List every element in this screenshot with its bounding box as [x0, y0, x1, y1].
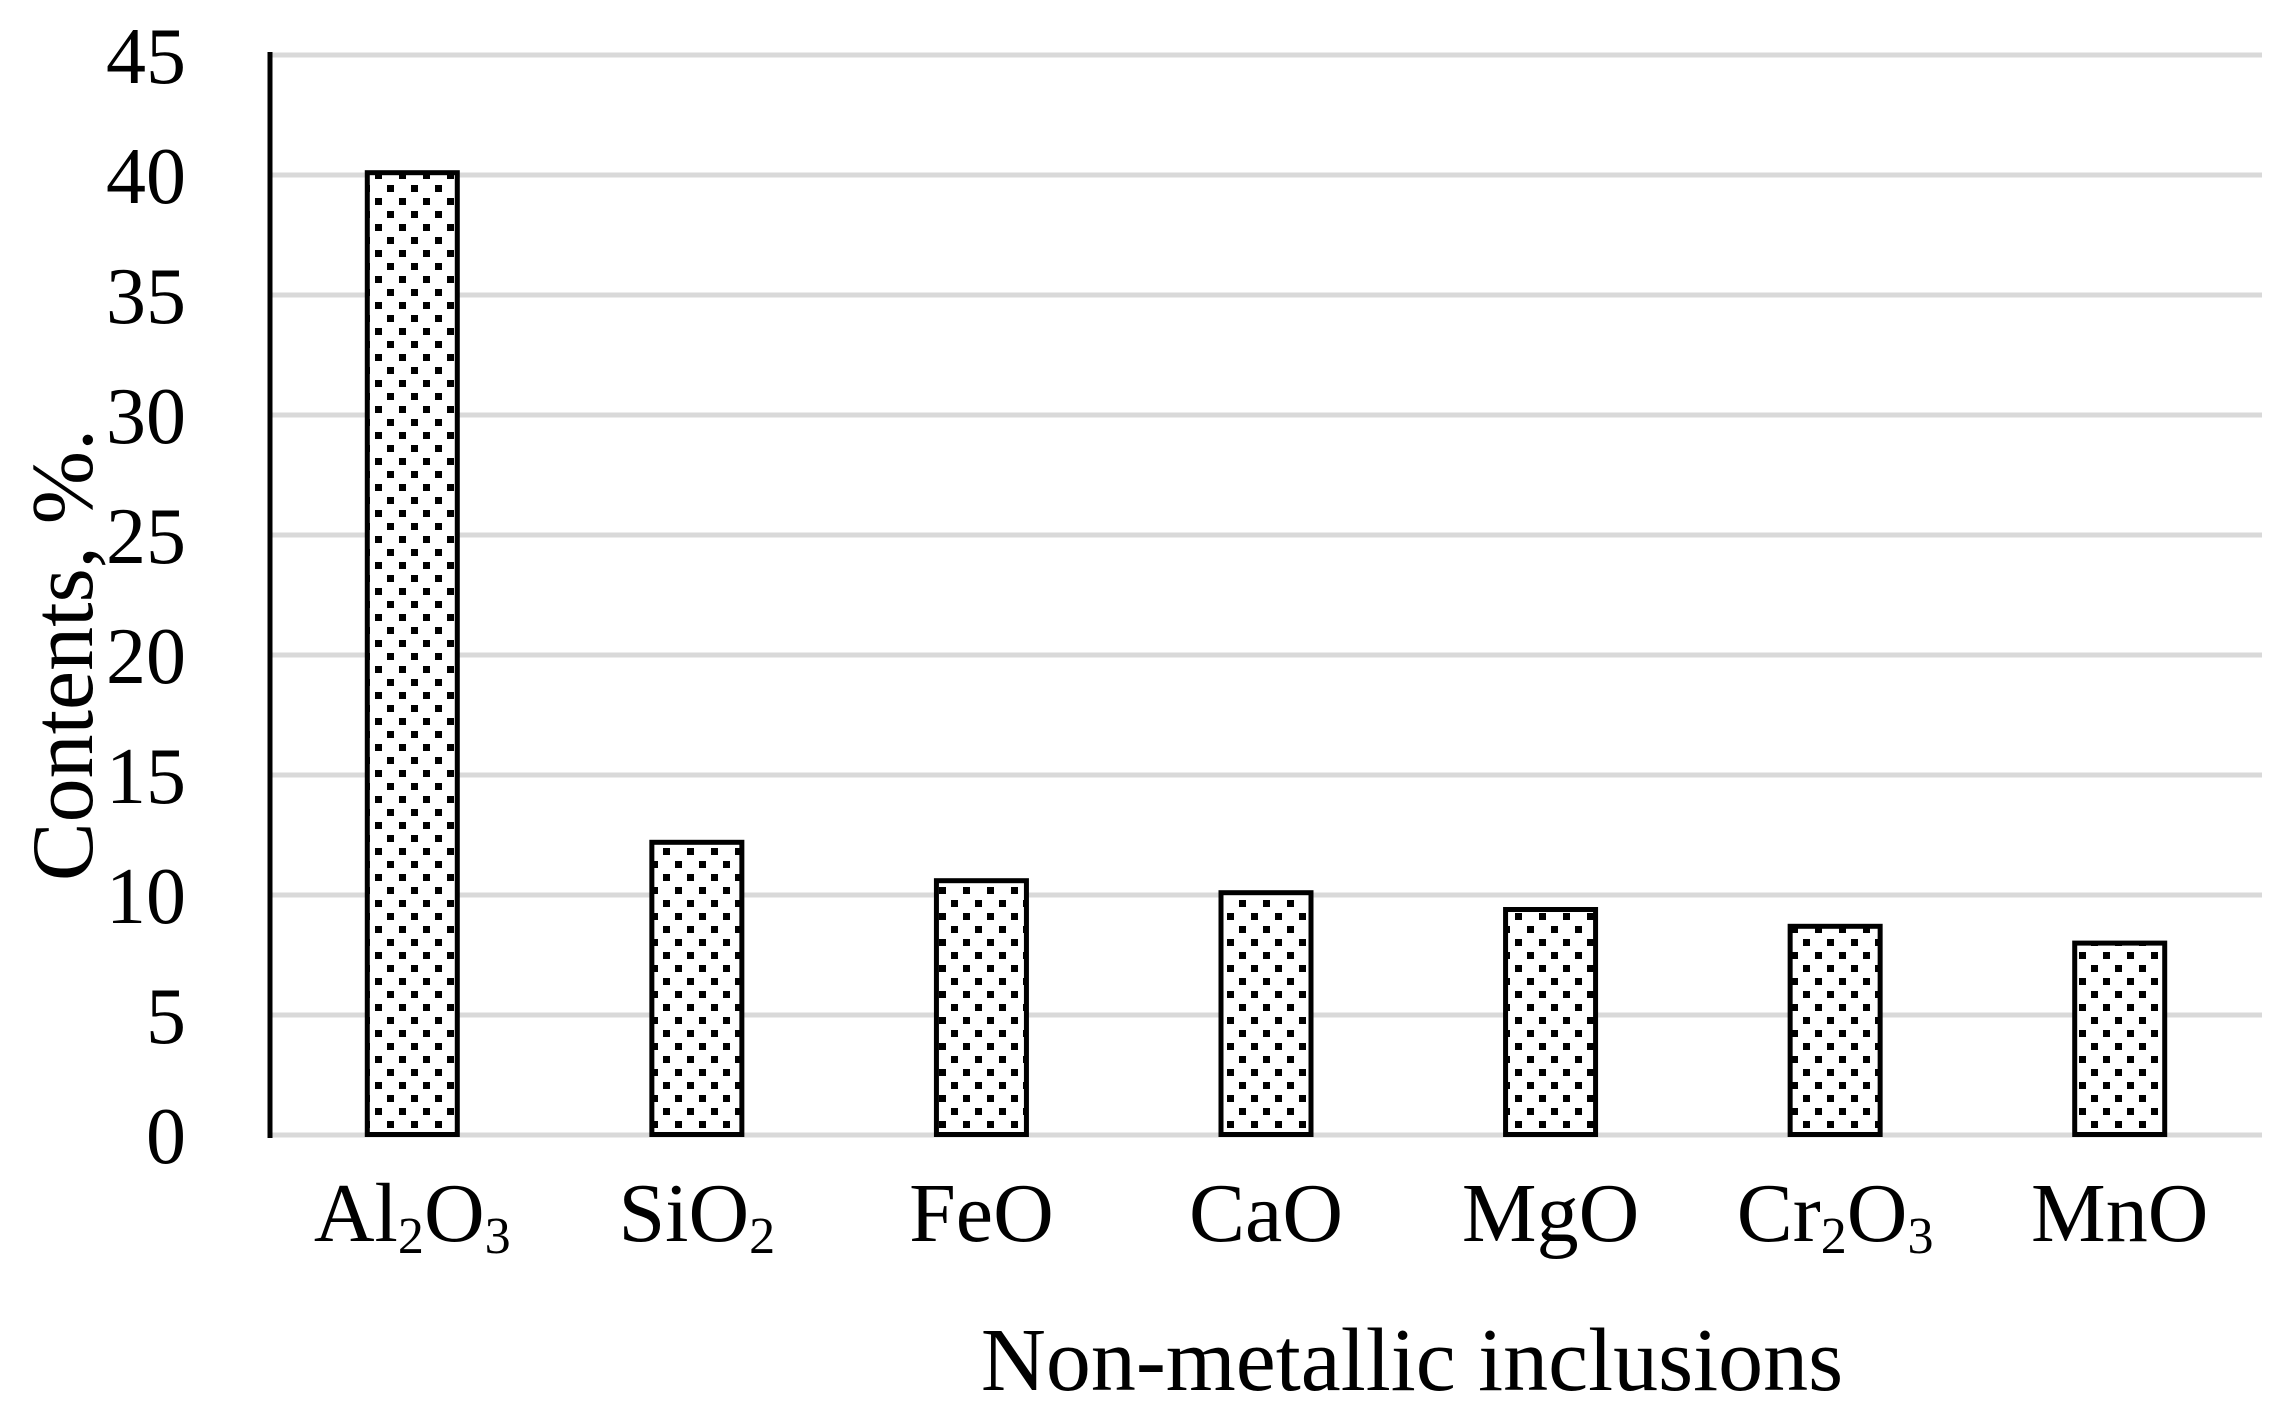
bar-cao	[1218, 890, 1314, 1138]
bars	[364, 170, 2168, 1138]
y-tick-label-30: 30	[106, 373, 186, 461]
bar-feo	[933, 878, 1029, 1138]
x-category-label-cao: CaO	[1189, 1167, 1343, 1260]
gridline-35	[270, 292, 2262, 298]
bar-mno	[2072, 940, 2168, 1137]
gridline-30	[270, 412, 2262, 418]
x-category-label-cr2o3: Cr2O3	[1736, 1167, 1934, 1266]
x-category-label-feo: FeO	[909, 1167, 1054, 1260]
y-axis-line	[267, 52, 273, 1138]
x-category-label-mno: MnO	[2031, 1167, 2209, 1260]
bar-sio2	[649, 839, 745, 1137]
y-tick-label-40: 40	[106, 133, 186, 221]
x-category-label-al2o3: Al2O3	[313, 1167, 511, 1266]
y-tick-label-25: 25	[106, 493, 186, 581]
y-tick-label-10: 10	[106, 853, 186, 941]
x-axis-title: Non-metallic inclusions	[980, 1311, 1844, 1410]
x-category-label-sio2: SiO2	[618, 1167, 776, 1266]
gridline-15	[270, 772, 2262, 778]
y-tick-label-5: 5	[146, 973, 186, 1061]
y-tick-label-45: 45	[106, 13, 186, 101]
gridline-25	[270, 532, 2262, 538]
gridline-45	[270, 52, 2262, 58]
y-tick-label-35: 35	[106, 253, 186, 341]
bar-al2o3	[364, 170, 460, 1137]
bar-mgo	[1503, 907, 1599, 1137]
y-tick-label-0: 0	[146, 1093, 186, 1181]
y-axis-title: Contents, %.	[15, 428, 112, 882]
gridline-40	[270, 172, 2262, 178]
bar-cr2o3	[1787, 923, 1883, 1137]
y-tick-label-20: 20	[106, 613, 186, 701]
x-category-label-mgo: MgO	[1461, 1167, 1640, 1260]
y-axis-line	[267, 52, 273, 1138]
gridline-20	[270, 652, 2262, 658]
y-tick-label-15: 15	[106, 733, 186, 821]
